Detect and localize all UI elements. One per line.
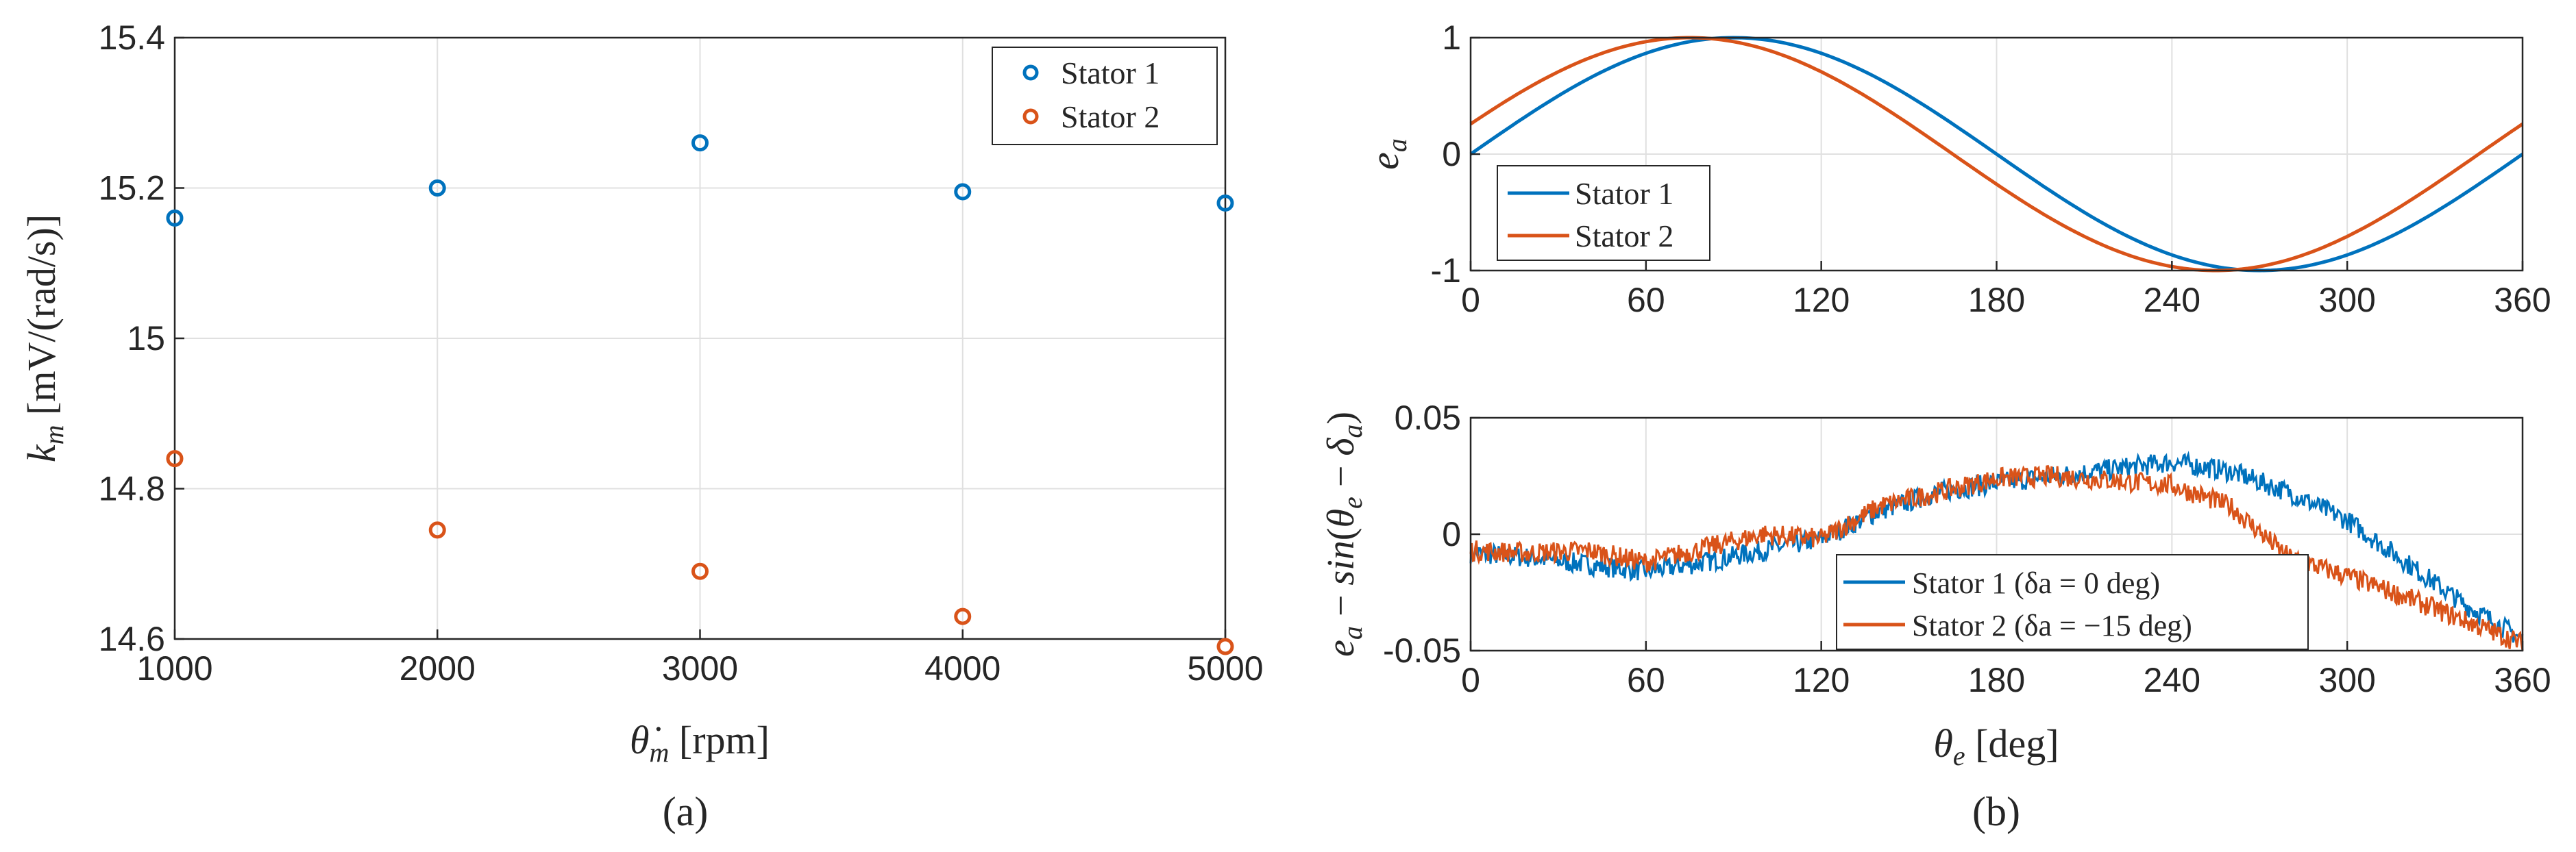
panel-b-top-legend: Stator 1 Stator 2 — [1497, 165, 1710, 261]
ytick-label: 15.4 — [99, 18, 165, 57]
xtick-label: 120 — [1793, 281, 1850, 319]
legend-label-b-stator-1: Stator 1 (δa = 0 deg) — [1912, 566, 2160, 600]
line-error-stator-1 — [1469, 451, 2524, 643]
xtick-label: 360 — [2494, 661, 2551, 699]
panel-b-top-ticks: 0 60 120 180 240 300 360-101 — [1431, 18, 2551, 319]
legend-label-top-stator-1: Stator 1 — [1575, 176, 1673, 211]
panel-a-ticks: 1000 2000 3000 4000 5000 14.6 14.8 15 15.2 15.4 — [99, 18, 1264, 688]
ytick-label: 0 — [1442, 515, 1461, 553]
xtick-label: 2000 — [400, 649, 476, 688]
legend-label-stator-1: Stator 1 — [1061, 55, 1160, 90]
xtick-label: 180 — [1968, 661, 2025, 699]
point-stator-2 — [428, 521, 446, 539]
xtick-label: 5000 — [1187, 649, 1263, 688]
panel-b-bottom-ylabel: ea − sin(θe − δa) — [1320, 412, 1368, 657]
xtick-label: 240 — [2144, 661, 2200, 699]
xtick-label: 4000 — [924, 649, 1001, 688]
panel-b-bottom-legend: Stator 1 (δa = 0 deg) Stator 2 (δa = −15… — [1836, 554, 2309, 650]
panel-a-caption: (a) — [663, 789, 709, 834]
xtick-label: 120 — [1793, 661, 1850, 699]
point-stator-1 — [954, 183, 972, 201]
point-stator-1 — [1216, 194, 1234, 212]
panel-b-bottom-lines — [1469, 451, 2524, 651]
point-stator-1 — [691, 134, 709, 152]
xtick-label: 0 — [1461, 281, 1480, 319]
panel-a-ylabel: km [mV/(rad/s)] — [19, 214, 69, 462]
panel-b-xlabel: θe [deg] — [1933, 721, 2059, 771]
panel-b-top: 0 60 120 180 240 300 360-101 ea Stator 1 Stato… — [1362, 18, 2551, 319]
xtick-label: 300 — [2318, 661, 2375, 699]
ytick-label: -0.05 — [1383, 631, 1461, 670]
panel-a-legend: Stator 1 Stator 2 — [992, 47, 1218, 145]
ytick-label: 1 — [1442, 18, 1461, 57]
ytick-label: 0 — [1442, 135, 1461, 173]
line-stator-1 — [1469, 36, 2524, 273]
ytick-label: 15 — [127, 319, 165, 358]
line-error-stator-2 — [1469, 464, 2524, 651]
ytick-label: 0.05 — [1395, 399, 1461, 437]
legend-label-stator-2: Stator 2 — [1061, 99, 1160, 134]
legend-marker-stator-1 — [1022, 64, 1039, 81]
ytick-label: 14.8 — [99, 470, 165, 508]
xtick-label: 1000 — [136, 649, 212, 688]
xtick-label: 300 — [2318, 281, 2375, 319]
ytick-label: -1 — [1431, 251, 1461, 290]
xtick-label: 240 — [2144, 281, 2200, 319]
xtick-label: 60 — [1627, 661, 1665, 699]
xtick-label: 0 — [1461, 661, 1480, 699]
panel-a-marks — [166, 134, 1234, 655]
xtick-label: 180 — [1968, 281, 2025, 319]
point-stator-2 — [691, 562, 709, 580]
ytick-label: 14.6 — [99, 620, 165, 658]
panel-a-xlabel: θ̇m [rpm] — [630, 718, 770, 768]
legend-label-top-stator-2: Stator 2 — [1575, 218, 1673, 253]
panel-b-caption: (b) — [1972, 789, 2020, 834]
line-stator-2 — [1469, 36, 2524, 273]
point-stator-2 — [1216, 638, 1234, 655]
xtick-label: 360 — [2494, 281, 2551, 319]
point-stator-1 — [428, 179, 446, 197]
panel-a: 1000 2000 3000 4000 5000 14.6 14.8 15 15.2 15.4 k… — [19, 18, 1264, 834]
legend-marker-stator-2 — [1022, 108, 1039, 125]
xtick-label: 60 — [1627, 281, 1665, 319]
legend-label-b-stator-2: Stator 2 (δa = −15 deg) — [1912, 609, 2192, 642]
point-stator-2 — [954, 607, 972, 625]
xtick-label: 3000 — [662, 649, 738, 688]
point-stator-1 — [166, 209, 184, 227]
panel-b-top-ylabel: ea — [1362, 138, 1412, 170]
point-stator-2 — [166, 450, 184, 468]
panel-b-top-lines — [1469, 36, 2524, 273]
ytick-label: 15.2 — [99, 169, 165, 208]
